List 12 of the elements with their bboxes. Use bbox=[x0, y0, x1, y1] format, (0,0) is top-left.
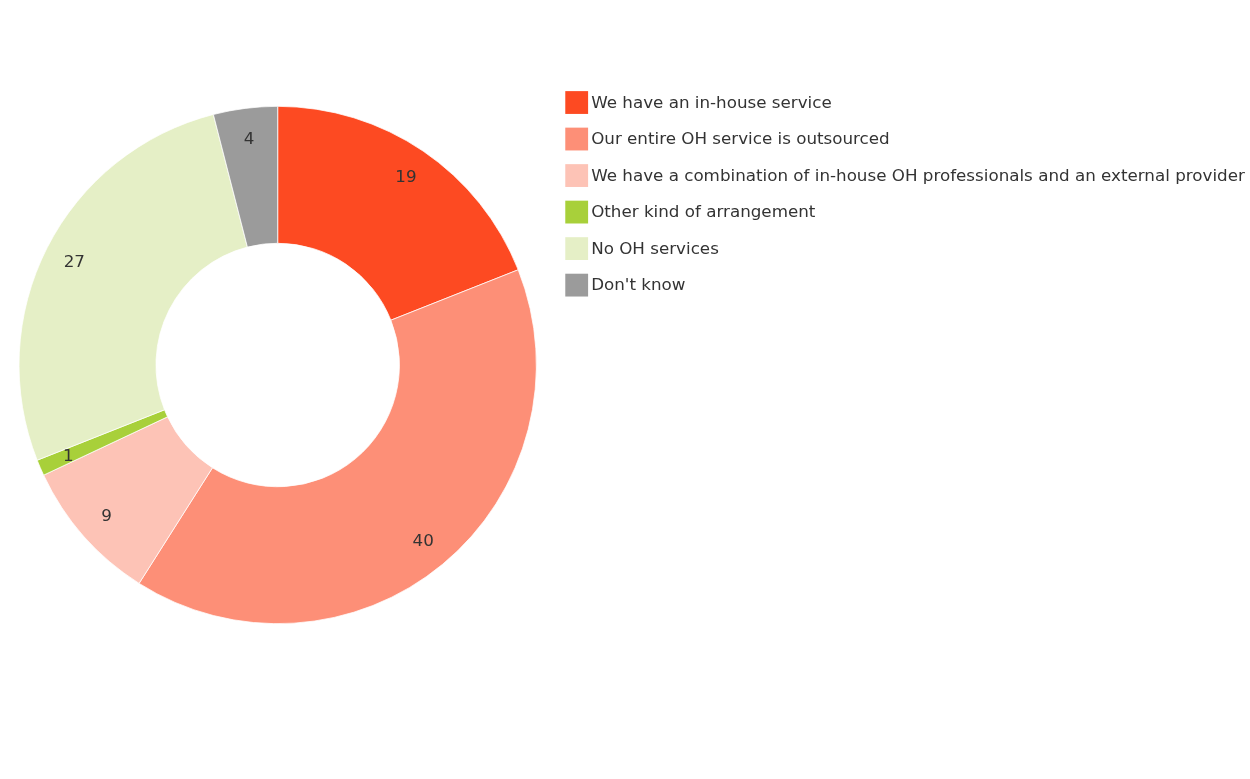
legend-label: No OH services bbox=[591, 237, 719, 258]
data-label: 4 bbox=[243, 127, 255, 148]
legend-label: We have a combination of in-house OH professionals and an external provider bbox=[591, 164, 1245, 185]
data-label: 9 bbox=[101, 505, 112, 526]
data-label: 19 bbox=[395, 165, 417, 186]
legend-label: Don't know bbox=[591, 274, 686, 295]
data-label: 40 bbox=[412, 530, 434, 551]
legend-label: Other kind of arrangement bbox=[591, 201, 816, 222]
legend-label: Our entire OH service is outsourced bbox=[591, 128, 890, 149]
data-label: 27 bbox=[63, 250, 85, 271]
legend-label: We have an in-house service bbox=[591, 91, 832, 112]
data-label: 1 bbox=[62, 444, 74, 465]
